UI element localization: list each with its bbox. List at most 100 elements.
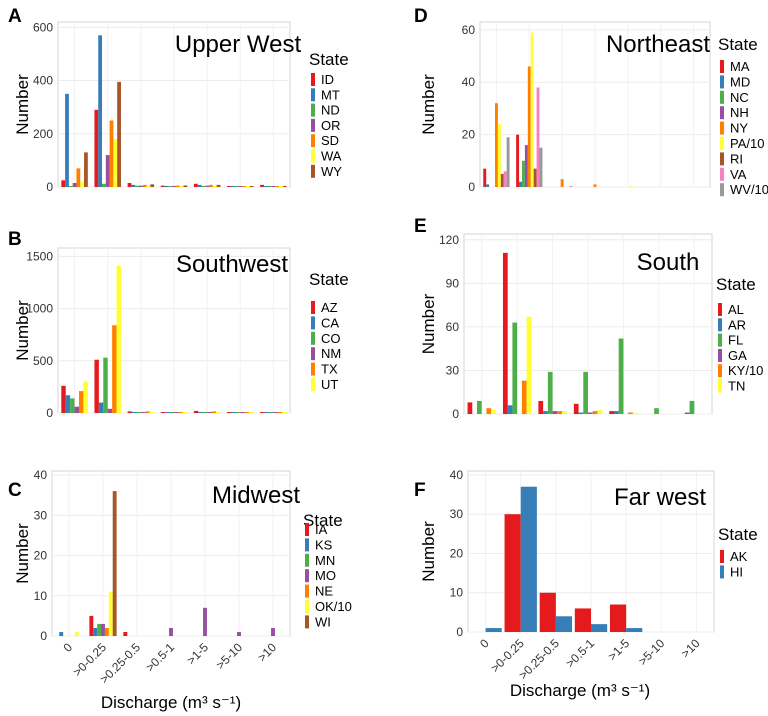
legend-key-d (720, 167, 724, 181)
bar-a-sd (109, 120, 114, 187)
bar-b-ut (182, 412, 188, 413)
bar-b-co (136, 411, 141, 413)
bar-d-va (569, 186, 573, 187)
legend-key-d (720, 106, 724, 120)
bar-b-tx (145, 411, 150, 413)
bar-a-mt (263, 186, 268, 187)
y-tick-label-d: 0 (468, 180, 475, 194)
bar-a-nd (267, 186, 272, 187)
x-axis-label-left: Discharge (m³ s⁻¹) (101, 693, 241, 712)
legend-title-b: State (309, 270, 349, 289)
y-tick-label-f: 0 (456, 625, 463, 639)
bar-b-az (193, 410, 199, 413)
bar-d-pa-10 (629, 186, 633, 187)
bar-d-wv-10 (506, 137, 510, 187)
legend-key-b (311, 378, 315, 391)
legend-key-a (311, 149, 315, 163)
bar-d-nc (521, 160, 525, 187)
bar-d-pa-10 (530, 32, 534, 187)
legend-key-a (311, 88, 315, 102)
bar-a-mt (98, 35, 103, 187)
y-tick-label-e: 120 (439, 233, 459, 247)
bar-d-va (503, 171, 507, 187)
bar-a-wy (117, 81, 121, 187)
y-tick-label-b: 1000 (26, 302, 53, 316)
legend-key-e (718, 364, 722, 378)
bar-e-tn (632, 412, 638, 414)
bar-c-ia (123, 631, 128, 636)
bar-a-wa (279, 186, 283, 187)
x-tick-label-f: 0 (477, 636, 492, 651)
bar-f-hi (485, 628, 502, 632)
legend-label-c: IA (315, 522, 328, 537)
bar-b-nm (273, 412, 278, 413)
panel-title-d: Northeast (606, 31, 710, 58)
bar-a-sd (275, 186, 280, 187)
legend-label-a: OR (321, 118, 341, 133)
bar-e-al (573, 403, 579, 414)
legend-title-e: State (716, 275, 756, 294)
y-tick-label-d: 60 (462, 23, 476, 37)
legend-label-b: CA (321, 315, 339, 330)
legend-key-b (311, 347, 315, 361)
y-tick-label-e: 0 (452, 407, 459, 421)
panel-title-f: Far west (614, 484, 706, 511)
bar-a-wa (113, 139, 118, 187)
bar-b-az (127, 411, 133, 413)
bar-a-wy (84, 152, 88, 187)
bar-a-id (160, 185, 165, 187)
bar-f-ak (574, 608, 591, 632)
x-tick-label-f: >1-5 (605, 636, 632, 663)
bar-a-wa (80, 181, 85, 187)
bar-b-tx (244, 412, 250, 413)
panel-letter-e: E (414, 216, 427, 237)
y-tick-label-c: 40 (34, 468, 48, 482)
legend-key-c (305, 584, 309, 598)
legend-label-d: VA (730, 167, 747, 182)
bar-a-or (138, 185, 143, 187)
bar-c-mo (271, 627, 275, 636)
bar-e-ar (684, 412, 690, 414)
legend-label-e: AL (728, 302, 744, 317)
bar-a-wy (183, 185, 188, 187)
bar-a-or (72, 183, 77, 187)
legend-label-a: WY (321, 164, 342, 179)
legend-key-d (720, 137, 724, 150)
legend-key-e (718, 379, 722, 393)
legend-label-a: ID (321, 72, 334, 87)
legend-key-b (311, 301, 315, 314)
bar-b-ca (98, 402, 104, 413)
legend-key-d (720, 183, 724, 197)
bar-e-al (502, 252, 508, 414)
bar-e-fl (583, 371, 588, 414)
bar-a-mt (65, 93, 69, 187)
bar-d-ny (593, 184, 597, 187)
bar-e-fl (476, 400, 482, 414)
bar-a-nd (201, 186, 206, 187)
legend-label-a: ND (321, 103, 340, 118)
bar-c-mo (237, 631, 241, 636)
legend-label-f: AK (730, 549, 748, 564)
bar-e-ar (613, 411, 619, 414)
bar-b-ca (198, 412, 203, 413)
bar-a-id (260, 184, 264, 187)
bar-e-tn (526, 316, 532, 414)
bar-b-nm (140, 412, 146, 413)
bar-b-az (227, 412, 232, 413)
legend-key-a (311, 134, 315, 148)
y-tick-label-a: 400 (33, 74, 53, 88)
legend-title-a: State (309, 50, 349, 69)
panel-title-a: Upper West (175, 31, 302, 58)
bar-d-ma (516, 134, 520, 187)
bar-a-sd (242, 186, 246, 187)
bar-b-ut (282, 412, 287, 413)
panel-title-c: Midwest (212, 482, 300, 509)
bar-e-ar (578, 412, 584, 414)
bar-a-mt (197, 184, 202, 187)
bar-b-nm (74, 406, 79, 413)
legend-label-d: RI (730, 151, 743, 166)
legend-label-c: WI (315, 614, 331, 629)
legend-label-e: GA (728, 348, 747, 363)
bar-e-ga (552, 411, 558, 414)
bar-a-sd (142, 184, 147, 187)
